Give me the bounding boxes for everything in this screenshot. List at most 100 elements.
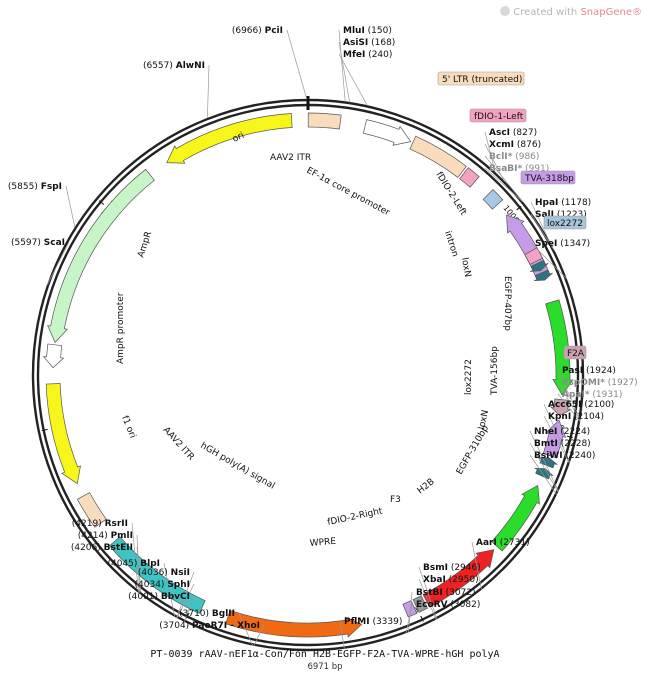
site-asisi[interactable]: AsiSI (168) [343,38,395,48]
leader-xcmi [484,143,505,181]
feature-badges: 5' LTR (truncated) fDIO-1-Left TVA-318bp… [437,71,587,360]
site-mlui[interactable]: MluI (150) [343,26,392,36]
site-rsrii[interactable]: (4219) RsrII [72,519,128,529]
feature-ef1a-promoter[interactable] [362,119,412,146]
leader-pspomi [557,381,581,421]
site-xbai[interactable]: XbaI (2950) [423,575,479,585]
label-ori: ori [231,131,246,145]
site-leader-lines [46,29,581,649]
feature-loxn-1[interactable] [529,259,549,272]
feature-ampr[interactable] [47,168,155,344]
site-name-hpai: HpaI [535,198,558,208]
site-alwni[interactable]: (6557) AlwNI [143,61,205,71]
leader-bcli [484,155,523,202]
site-name-nhei: NheI [534,427,557,437]
site-hpai[interactable]: HpaI (1178) [535,198,591,208]
site-acc65i[interactable]: Acc65I (2100) [548,400,614,410]
leader-bsmi [418,566,438,620]
label-wpre: WPRE [309,537,336,549]
feature-fdio-2-right[interactable] [402,600,418,618]
site-nhei[interactable]: NheI (2224) [534,427,590,437]
leader-sali [530,213,555,251]
label-egfp-310bp: EGFP-310bp [455,424,491,477]
label-loxn-1: loxN [459,257,472,278]
leader-apai [557,393,581,422]
site-sali[interactable]: SalI (1223) [535,210,587,220]
feature-5-ltr[interactable] [409,135,467,178]
feature-lox2272-1[interactable] [533,269,553,282]
site-pos-ecorv: (3082) [448,600,481,610]
badge-fdio-1-left-text: fDIO-1-Left [474,112,524,122]
site-mfei[interactable]: MfeI (240) [343,50,392,60]
site-bstbi[interactable]: BstBI (3072) [416,588,476,598]
leader-hpai [530,201,550,241]
site-pcii[interactable]: (6966) PciI [232,26,283,36]
site-pos-pflmi: (3339) [370,617,403,627]
feature-f1-ori[interactable] [45,383,81,485]
site-name-bglii: BglII [212,609,235,619]
feature-egfp-310bp[interactable] [491,484,540,552]
leader-kpni [543,415,570,464]
site-pos-spei: (1347) [557,239,590,249]
site-sphi[interactable]: (4034) SphI [135,580,190,590]
site-asci[interactable]: AscI (827) [489,128,537,138]
site-spei[interactable]: SpeI (1347) [535,239,590,249]
site-bsteii[interactable]: (4206) BstEII [71,543,133,553]
feature-aav2-itr-right[interactable] [76,492,107,528]
label-lox2272-2: lox2272 [464,359,474,395]
site-pos-fspi: (5855) [8,182,41,192]
feature-hgh-polya[interactable] [108,536,206,614]
site-ecorv[interactable]: EcoRV (3082) [416,600,480,610]
site-blpi[interactable]: (4045) BlpI [107,559,160,569]
site-bcli[interactable]: BclI* (986) [489,152,539,162]
feature-fdio-2-left[interactable] [482,189,504,210]
site-xcmi[interactable]: XcmI (876) [489,140,541,150]
site-paer7i-xhoi[interactable]: (3704) PaeR7I - XhoI [159,621,260,631]
feature-aav2-itr-left[interactable] [307,112,342,130]
site-pmli[interactable]: (4214) PmlI [78,531,133,541]
feature-egfp-407bp[interactable] [545,299,574,396]
feature-wpre[interactable] [225,610,363,638]
site-pflmi[interactable]: PflMI (3339) [344,617,402,627]
badge-fdio-1-left: fDIO-1-Left [469,108,527,123]
site-name-aari: AarI [476,538,497,548]
site-kpni[interactable]: KpnI (2104) [548,412,604,422]
label-ampr-promoter: AmpR promoter [116,292,126,364]
site-bglii[interactable]: (3710) BglII [179,609,235,619]
tick-mark-2000 [566,435,573,438]
backbone-group [31,96,585,652]
feature-labels: AAV2 ITR EF-1α core promoter fDIO-2-Left… [116,131,512,549]
site-bsabi[interactable]: BsaBI* (991) [489,164,549,174]
site-pasi[interactable]: PasI (1924) [562,366,616,376]
site-bsmi[interactable]: BsmI (2946) [423,563,481,573]
site-name-bmti: BmtI [534,439,558,449]
site-aari[interactable]: AarI (2731) [476,538,530,548]
feature-f3[interactable] [412,595,428,613]
site-pspomi[interactable]: PspOMI* (1927) [562,378,638,388]
leader-asci [484,131,496,173]
site-pos-pspomi: (1927) [605,378,638,388]
feature-lox2272-2[interactable] [538,457,558,469]
feature-tva-156bp[interactable] [542,419,567,459]
site-pos-bbvci: (4001) [128,592,161,602]
label-hgh-polya: hGH poly(A) signal [199,441,277,492]
site-name-pasi: PasI [562,366,583,376]
feature-ori[interactable] [166,113,293,164]
site-pos-bsabi: (991) [522,164,549,174]
site-fspi[interactable]: (5855) FspI [8,182,62,192]
leader-paer7i-xhoi [253,624,265,646]
feature-fdio-1-left[interactable] [459,167,480,188]
site-name-alwni: AlwNI [176,61,205,71]
tick-mark-1000 [516,205,522,211]
site-scai[interactable]: (5597) ScaI [11,238,65,248]
site-nsii[interactable]: (4036) NsiI [138,568,190,578]
label-ef1a-promoter: EF-1α core promoter [305,166,392,219]
leader-aari [471,541,482,590]
site-apai[interactable]: ApaI* (1931) [562,390,622,400]
site-bbvci[interactable]: (4001) BbvCI [128,592,190,602]
site-bmti[interactable]: BmtI (2228) [534,439,591,449]
feature-ampr-promoter[interactable] [42,343,65,369]
site-bsiwi[interactable]: BsiWI (2240) [534,451,595,461]
feature-f2a[interactable] [549,398,572,416]
site-pos-nsii: (4036) [138,568,171,578]
